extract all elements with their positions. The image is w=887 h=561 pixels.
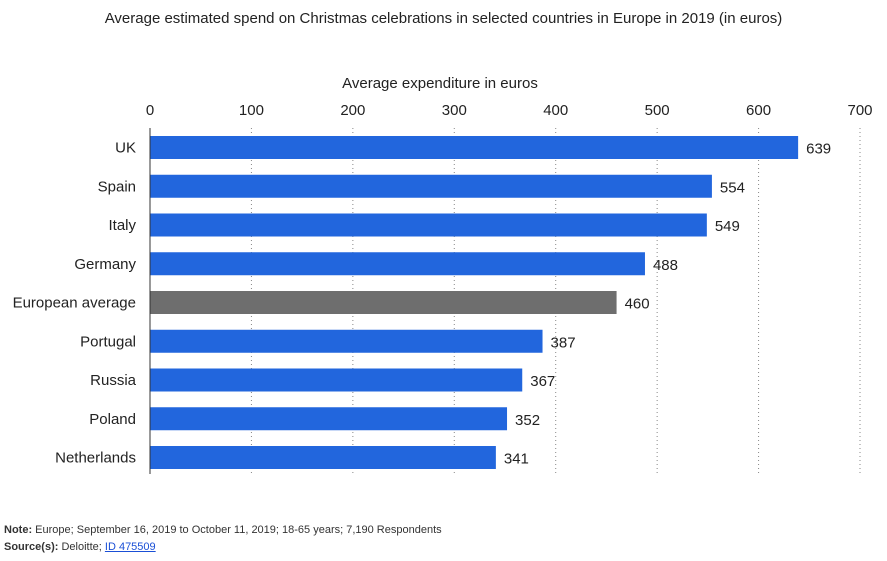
x-tick-label: 400 (543, 102, 568, 119)
value-label: 549 (715, 218, 740, 235)
x-tick-label: 300 (442, 102, 467, 119)
category-label: Poland (89, 411, 136, 428)
category-label: UK (115, 140, 136, 157)
chart-title: Average estimated spend on Christmas cel… (104, 10, 783, 27)
note-text: Europe; September 16, 2019 to October 11… (35, 524, 442, 536)
bar-chart: Average expenditure in euros 0 100 200 300 4… (13, 75, 873, 474)
value-label: 639 (806, 141, 831, 158)
value-label: 352 (515, 412, 540, 429)
category-label: Italy (108, 217, 136, 234)
value-label: 488 (653, 257, 678, 274)
category-label: Netherlands (55, 450, 136, 467)
source-text: Deloitte; (61, 541, 102, 553)
value-labels: 639 554 549 488 460 387 367 352 341 (504, 141, 831, 468)
x-tick-label: 200 (340, 102, 365, 119)
category-label: Germany (74, 256, 136, 273)
x-axis-ticks: 0 100 200 300 400 500 600 700 (146, 102, 873, 119)
category-label: European average (13, 295, 136, 312)
source-id-link[interactable]: ID 475509 (104, 541, 156, 553)
bar-portugal (150, 329, 543, 353)
category-label: Russia (90, 372, 137, 389)
category-labels: UK Spain Italy Germany European average Portu… (13, 140, 137, 467)
bar-uk (150, 136, 799, 159)
bar-european-average (150, 291, 617, 314)
x-tick-label: 700 (847, 102, 872, 119)
chart-note: Note: Europe; September 16, 2019 to Octo… (4, 524, 442, 536)
bar-poland (150, 407, 508, 431)
x-tick-label: 500 (645, 102, 670, 119)
x-tick-label: 600 (746, 102, 771, 119)
bar-germany (150, 252, 645, 276)
bar-russia (150, 368, 523, 392)
x-axis-label: Average expenditure in euros (342, 75, 538, 92)
value-label: 367 (530, 373, 555, 390)
bar-netherlands (150, 446, 496, 469)
note-label: Note: (4, 524, 33, 536)
chart-source: Source(s): Deloitte; ID 475509 (4, 541, 156, 553)
category-label: Portugal (80, 333, 136, 350)
bar-spain (150, 174, 712, 198)
value-label: 460 (625, 296, 650, 313)
bar-italy (150, 213, 707, 237)
source-label: Source(s): (4, 541, 59, 553)
category-label: Spain (98, 178, 136, 195)
x-tick-label: 0 (146, 102, 154, 119)
value-label: 554 (720, 179, 745, 196)
bars (150, 136, 799, 469)
value-label: 387 (551, 334, 576, 351)
value-label: 341 (504, 451, 529, 468)
x-tick-label: 100 (239, 102, 264, 119)
